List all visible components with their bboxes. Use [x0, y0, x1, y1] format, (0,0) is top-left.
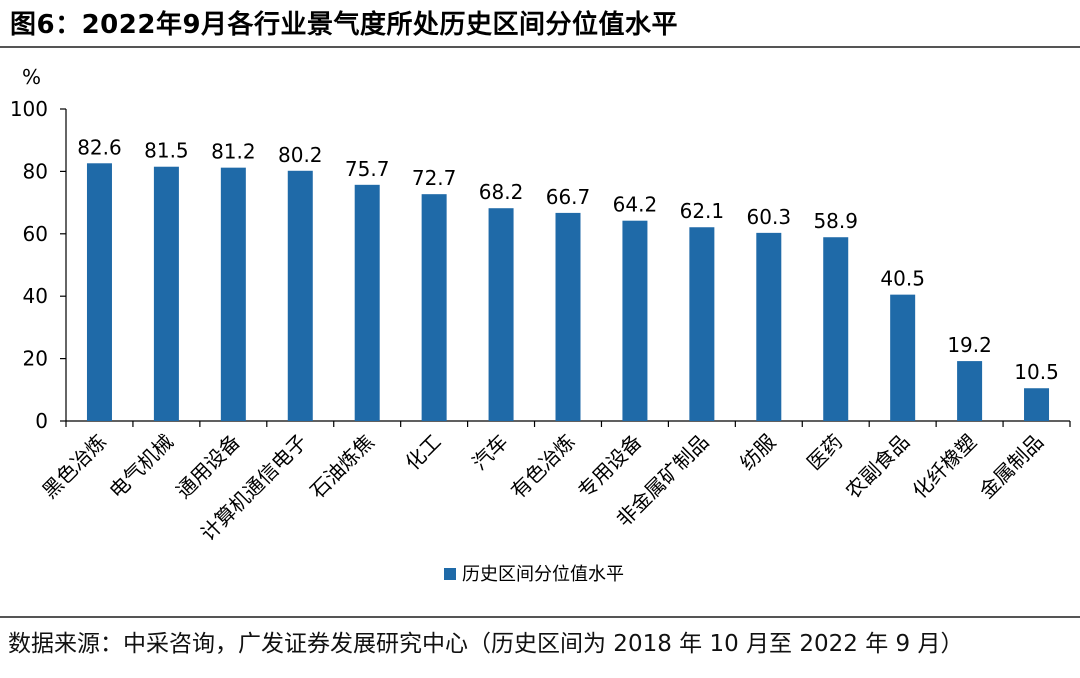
data-label: 75.7: [345, 157, 390, 181]
y-tick-label: 20: [23, 347, 48, 371]
category-label: 农副食品: [841, 430, 915, 504]
data-label: 58.9: [813, 209, 858, 233]
data-label: 81.5: [144, 139, 189, 163]
category-label: 化工: [400, 430, 445, 475]
top-rule: [0, 46, 1080, 48]
data-label: 81.2: [211, 140, 256, 164]
bar: [153, 166, 179, 421]
bar: [421, 194, 447, 421]
data-label: 40.5: [880, 267, 925, 291]
legend-label: 历史区间分位值水平: [462, 564, 624, 585]
data-label: 66.7: [546, 185, 591, 209]
source-note: 数据来源：中采咨询，广发证券发展研究中心（历史区间为 2018 年 10 月至 …: [8, 631, 964, 657]
category-label: 有色冶炼: [506, 430, 580, 504]
y-axis-unit-label: %: [22, 65, 41, 89]
data-label: 62.1: [680, 199, 725, 223]
bar: [220, 167, 246, 421]
y-tick-label: 0: [35, 409, 48, 433]
category-label: 纺服: [735, 430, 780, 475]
data-label: 60.3: [747, 205, 792, 229]
category-label: 医药: [802, 430, 847, 475]
chart-bars: [86, 163, 1050, 421]
bar: [890, 294, 916, 421]
data-label: 68.2: [479, 180, 524, 204]
bar: [354, 184, 380, 421]
bottom-rule: [0, 616, 1080, 618]
bar: [689, 227, 715, 421]
bar: [957, 361, 983, 421]
bar: [622, 220, 648, 421]
y-tick-label: 80: [23, 159, 48, 183]
data-label: 10.5: [1014, 360, 1059, 384]
bar: [823, 237, 849, 421]
bar: [1024, 388, 1050, 421]
bar: [287, 170, 313, 421]
bar: [756, 232, 782, 421]
bar: [555, 212, 581, 421]
category-label: 电气机械: [104, 430, 178, 504]
category-label: 金属制品: [975, 430, 1049, 504]
data-label: 80.2: [278, 143, 323, 167]
chart-legend: 历史区间分位值水平: [444, 564, 624, 585]
category-label: 黑色冶炼: [37, 430, 111, 504]
bar: [86, 163, 112, 421]
category-label: 化纤橡塑: [908, 430, 982, 504]
figure-title: 图6：2022年9月各行业景气度所处历史区间分位值水平: [10, 10, 679, 40]
category-label: 汽车: [467, 430, 512, 475]
data-label: 19.2: [947, 333, 992, 357]
bar: [488, 208, 514, 421]
legend-swatch: [444, 568, 456, 580]
data-label: 64.2: [613, 193, 658, 217]
data-label: 82.6: [77, 135, 122, 159]
y-tick-label: 40: [23, 284, 48, 308]
y-tick-label: 100: [10, 97, 48, 121]
data-label: 72.7: [412, 166, 457, 190]
y-tick-label: 60: [23, 222, 48, 246]
category-label: 石油炼焦: [305, 430, 379, 504]
